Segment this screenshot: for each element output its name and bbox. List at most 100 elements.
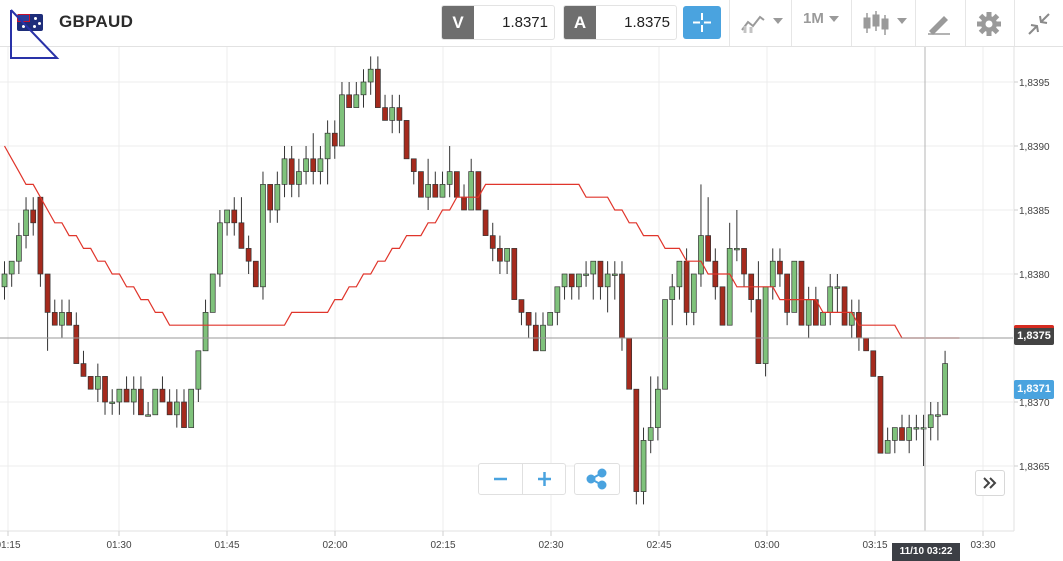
candle-body-down [331, 132, 338, 147]
candle [238, 197, 245, 249]
candle-body-up [1, 273, 8, 288]
candle [647, 376, 654, 454]
candle [475, 171, 482, 211]
scroll-to-latest-button[interactable] [975, 470, 1005, 496]
candle [367, 56, 374, 95]
share-icon [586, 468, 607, 490]
minus-icon [494, 477, 507, 481]
zoom-out-button[interactable] [479, 464, 523, 494]
candle [497, 235, 503, 274]
candle-body-down [568, 273, 575, 288]
candle-body-up [260, 184, 266, 288]
candle [662, 299, 668, 390]
timeframe-selector[interactable]: 1M [803, 10, 839, 27]
candle-body-up [217, 222, 223, 275]
candle-body-up [576, 273, 582, 288]
candle-body-down [482, 209, 489, 236]
zoom-in-button[interactable] [523, 464, 566, 494]
candle-body-up [547, 312, 554, 326]
candle-body-down [619, 273, 625, 339]
candle [525, 312, 532, 338]
ma-price-label: 1,8375 [1014, 325, 1054, 345]
price-chart[interactable]: 1,83951,83901,83851,83801,83751,83701,83… [0, 47, 1063, 561]
candle [102, 376, 108, 415]
candle [633, 388, 640, 505]
candle-body-down [633, 388, 640, 492]
chart-type-button[interactable] [740, 12, 786, 36]
candle-body-down [80, 363, 87, 377]
candle [655, 376, 661, 441]
candle [676, 260, 683, 300]
candle [8, 260, 15, 287]
candle [805, 286, 812, 338]
candle-body-down [102, 376, 108, 403]
corner-triangle-icon [10, 9, 60, 59]
candle-body-down [755, 299, 762, 364]
candle [59, 299, 65, 338]
candle-style-button[interactable] [862, 10, 908, 36]
candle [913, 414, 920, 441]
candle [755, 261, 762, 364]
candle [432, 171, 439, 198]
drawing-button[interactable] [926, 11, 954, 37]
cursor-time-label: 11/10 03:22 [892, 543, 960, 561]
candle-body-up [827, 286, 834, 313]
candle [777, 248, 783, 287]
sell-quote-button[interactable]: V 1.8371 [441, 5, 555, 40]
candle [116, 388, 123, 415]
candle-body-up [662, 299, 668, 390]
candle-body-down [841, 286, 848, 326]
buy-quote-button[interactable]: A 1.8375 [563, 5, 677, 40]
candle-body-down [877, 376, 884, 454]
candle-body-down [310, 158, 317, 172]
candle-body-up [762, 286, 769, 364]
candlestick-icon [863, 11, 889, 35]
candle [260, 171, 266, 300]
candle-body-down [741, 248, 747, 275]
candle [145, 402, 151, 417]
candle-body-down [44, 273, 51, 313]
candle [604, 261, 611, 313]
candle-body-down [181, 401, 187, 428]
crosshair-button[interactable] [683, 6, 721, 39]
candle-body-down [166, 401, 173, 416]
candle-body-up [94, 376, 101, 390]
candle [611, 261, 618, 300]
candle [303, 146, 309, 185]
candle-body-up [339, 94, 345, 147]
candle [669, 274, 676, 326]
candle [504, 248, 510, 274]
candle [532, 312, 539, 352]
candle [762, 286, 769, 377]
candle-body-down [705, 235, 711, 262]
price-tick-label: 1,8370 [1019, 398, 1050, 409]
share-button[interactable] [574, 463, 620, 495]
candle [80, 350, 87, 377]
settings-button[interactable] [976, 11, 1002, 37]
candle-body-up [317, 158, 324, 172]
candle-body-up [446, 171, 453, 185]
candle-body-down [382, 107, 388, 121]
candle [94, 363, 101, 402]
candle-body-up [195, 350, 202, 390]
candle-body-down [518, 299, 525, 313]
candle-body-up [367, 68, 374, 83]
candle [109, 389, 116, 415]
candle-body-up [439, 184, 446, 198]
candle [425, 158, 431, 210]
candle [590, 260, 597, 300]
candle-body-up [640, 440, 647, 492]
candle [245, 235, 252, 274]
instrument-symbol[interactable]: GBPAUD [59, 12, 134, 31]
candle-body-up [920, 427, 927, 430]
candle-body-up [698, 235, 704, 275]
candle-body-up [676, 260, 683, 288]
candle [834, 274, 841, 313]
candle [1, 261, 8, 300]
candle-body-down [66, 312, 72, 326]
candle-body-up [647, 427, 654, 441]
top-toolbar: GBPAUD V 1.8371 A 1.8375 1M [0, 0, 1063, 59]
collapse-button[interactable] [1027, 12, 1051, 36]
candle [446, 146, 453, 198]
candle-body-down [159, 388, 166, 403]
